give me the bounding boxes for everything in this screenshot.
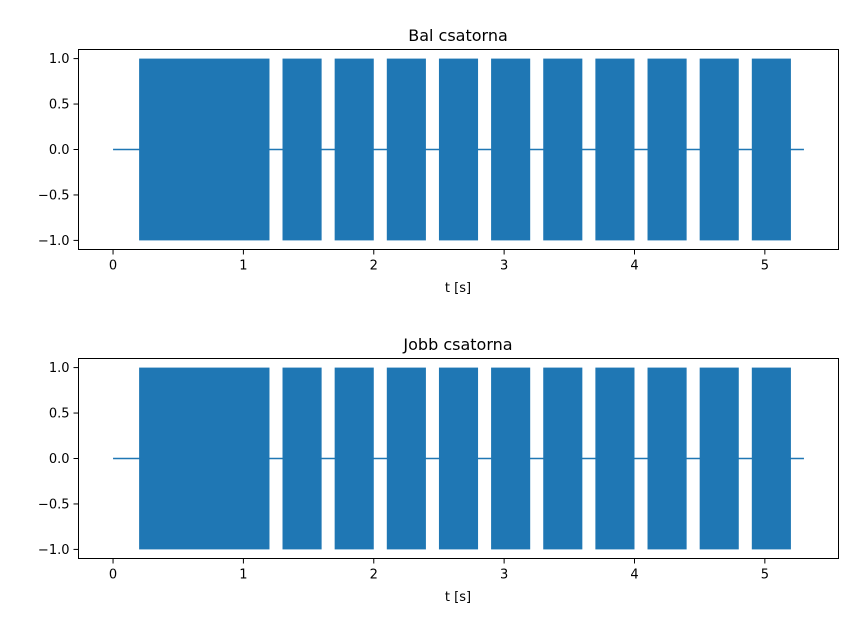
x-tick-label: 5 [761, 259, 769, 274]
tone-burst [386, 367, 426, 550]
tone-burst [751, 58, 791, 241]
chart-title: Bal csatorna [408, 26, 508, 45]
y-tick-label: 1.0 [49, 361, 70, 376]
tone-burst [595, 58, 635, 241]
tone-burst [491, 58, 531, 241]
y-tick-label: 0.5 [49, 407, 70, 422]
plot-area [113, 58, 804, 241]
chart-right-channel: Jobb csatorna 0 1 2 3 4 5 −1.0 −0.5 0.0 0.5 1.0 t… [38, 335, 839, 605]
tone-burst [647, 58, 687, 241]
tone-burst [334, 58, 374, 241]
chart-left-channel: Bal csatorna 0 1 2 3 4 5 −1.0 −0.5 0.0 0.5 1.0 t … [38, 26, 839, 296]
tone-burst [438, 58, 479, 241]
y-tick-label: 0.0 [49, 143, 70, 158]
tone-burst [282, 367, 322, 550]
x-tick-label: 4 [630, 259, 638, 274]
y-tick-label: −0.5 [38, 497, 70, 512]
tone-burst [386, 58, 426, 241]
x-tick-label: 3 [500, 259, 508, 274]
tone-burst [699, 58, 739, 241]
x-tick-label: 2 [370, 259, 378, 274]
x-tick-label: 0 [109, 259, 117, 274]
y-ticks: −1.0 −0.5 0.0 0.5 1.0 [38, 361, 79, 558]
y-tick-label: −0.5 [38, 188, 70, 203]
y-tick-label: −1.0 [38, 543, 70, 558]
tone-burst [543, 58, 583, 241]
tone-burst [282, 58, 322, 241]
tone-burst [595, 367, 635, 550]
x-ticks: 0 1 2 3 4 5 [109, 558, 769, 583]
tone-burst [139, 58, 270, 241]
x-tick-label: 5 [761, 568, 769, 583]
plot-area [113, 367, 804, 550]
x-axis-label: t [s] [445, 590, 471, 605]
x-tick-label: 3 [500, 568, 508, 583]
y-tick-label: 0.0 [49, 452, 70, 467]
x-tick-label: 1 [239, 568, 247, 583]
y-ticks: −1.0 −0.5 0.0 0.5 1.0 [38, 52, 79, 249]
y-tick-label: −1.0 [38, 234, 70, 249]
tone-burst [438, 367, 479, 550]
tone-burst [543, 367, 583, 550]
tone-burst [491, 367, 531, 550]
tone-burst [751, 367, 791, 550]
x-tick-label: 2 [370, 568, 378, 583]
tone-burst [334, 367, 374, 550]
y-tick-label: 0.5 [49, 98, 70, 113]
tone-burst [647, 367, 687, 550]
tone-burst [699, 367, 739, 550]
y-tick-label: 1.0 [49, 52, 70, 67]
x-tick-label: 4 [630, 568, 638, 583]
tone-burst [139, 367, 270, 550]
x-tick-label: 0 [109, 568, 117, 583]
x-axis-label: t [s] [445, 281, 471, 296]
x-tick-label: 1 [239, 259, 247, 274]
chart-title: Jobb csatorna [402, 335, 512, 354]
x-ticks: 0 1 2 3 4 5 [109, 249, 769, 274]
